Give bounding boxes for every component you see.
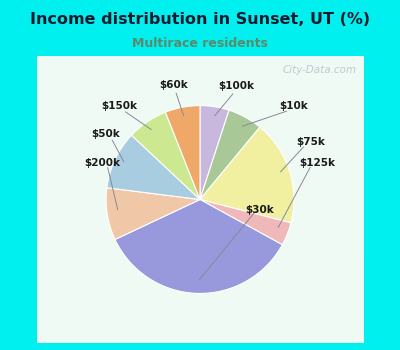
- Wedge shape: [200, 127, 294, 223]
- Wedge shape: [106, 188, 200, 239]
- Wedge shape: [200, 106, 229, 200]
- Wedge shape: [132, 112, 200, 200]
- Wedge shape: [115, 199, 282, 293]
- Text: Income distribution in Sunset, UT (%): Income distribution in Sunset, UT (%): [30, 12, 370, 27]
- Text: $60k: $60k: [160, 80, 188, 90]
- Text: City-Data.com: City-Data.com: [282, 65, 356, 75]
- Text: $200k: $200k: [84, 158, 120, 168]
- Text: $50k: $50k: [92, 129, 120, 139]
- Wedge shape: [200, 110, 260, 200]
- Text: $10k: $10k: [280, 100, 308, 111]
- Wedge shape: [200, 199, 291, 245]
- Text: $100k: $100k: [218, 81, 254, 91]
- Text: $150k: $150k: [101, 100, 137, 111]
- Wedge shape: [166, 106, 200, 200]
- Wedge shape: [107, 135, 200, 199]
- Text: $125k: $125k: [300, 158, 336, 168]
- Text: $30k: $30k: [246, 205, 274, 215]
- Text: $75k: $75k: [296, 137, 325, 147]
- Text: Multirace residents: Multirace residents: [132, 37, 268, 50]
